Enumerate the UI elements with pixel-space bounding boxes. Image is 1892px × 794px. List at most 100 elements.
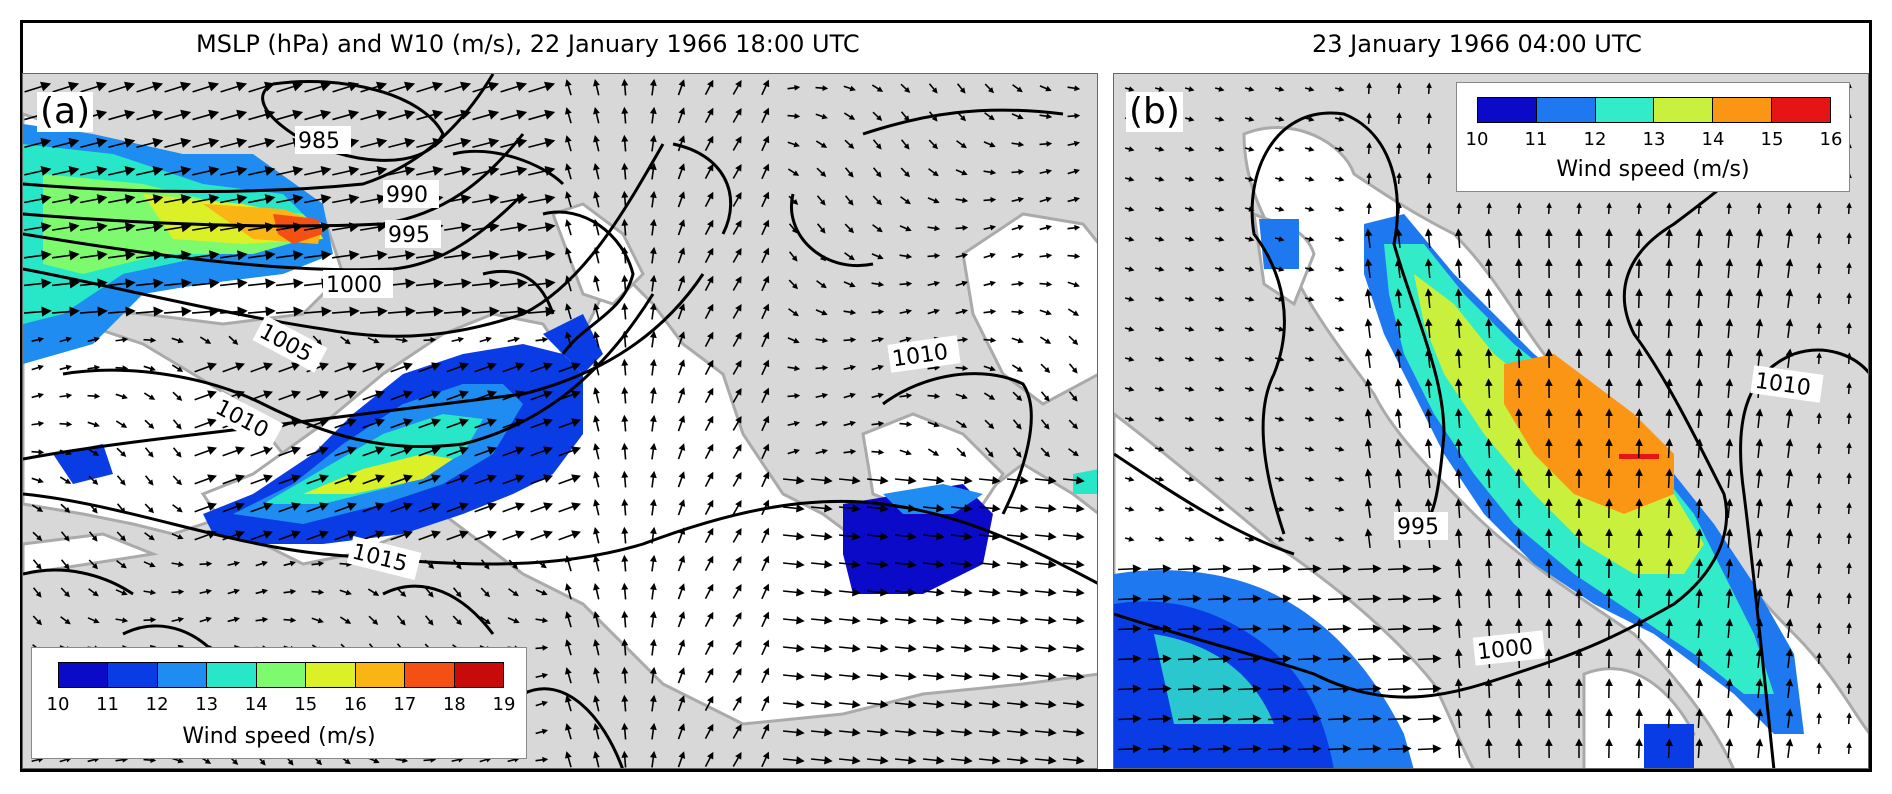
wind-arrowhead — [819, 199, 826, 206]
wind-arrowhead — [593, 386, 600, 395]
wind-arrowhead — [1665, 438, 1674, 447]
wind-arrowhead — [124, 222, 136, 233]
wind-arrowhead — [564, 611, 572, 619]
wind-arrowhead — [877, 253, 884, 260]
wind-arrowhead — [1132, 564, 1142, 574]
wind-arrowhead — [678, 331, 686, 339]
wind-arrowhead — [433, 278, 444, 289]
wind-arrowhead — [707, 527, 714, 536]
wind-arrowhead — [1515, 708, 1523, 717]
wind-arrowhead — [1402, 624, 1412, 634]
wind-arrowhead — [678, 387, 686, 395]
wind-arrowhead — [1282, 594, 1292, 604]
wind-arrowhead — [1665, 618, 1674, 627]
wind-arrowhead — [349, 306, 360, 317]
wind-arrowhead — [1484, 708, 1493, 717]
wind-arrowhead — [1755, 318, 1764, 327]
wind-arrowhead — [1188, 206, 1195, 212]
wind-arrowhead — [119, 507, 126, 514]
wind-arrowhead — [1515, 738, 1523, 747]
wind-arrowhead — [66, 421, 73, 427]
wind-arrowhead — [1695, 678, 1704, 687]
wind-arrowhead — [678, 499, 686, 507]
wind-arrowhead — [372, 590, 380, 596]
wind-arrowhead — [707, 387, 714, 396]
wind-arrowhead — [1338, 86, 1345, 92]
wind-arrowhead — [1785, 738, 1794, 747]
wind-arrowhead — [762, 583, 770, 592]
wind-arrowhead — [235, 362, 245, 371]
wind-arrowhead — [649, 302, 657, 311]
wind-arrowhead — [148, 394, 156, 400]
wind-arrowhead — [878, 449, 885, 456]
wind-arrowhead — [1424, 348, 1433, 357]
wind-arrowhead — [1278, 116, 1285, 122]
wind-arrowhead — [1132, 624, 1142, 634]
wind-arrowhead — [762, 667, 770, 676]
wind-arrowhead — [1396, 202, 1402, 209]
wind-arrowhead — [880, 532, 889, 541]
wind-arrowhead — [1846, 742, 1852, 749]
wind-arrowhead — [1755, 558, 1764, 567]
wind-arrowhead — [824, 616, 833, 625]
wind-arrowhead — [236, 109, 248, 120]
wind-arrowhead — [1846, 592, 1852, 599]
wind-arrowhead — [593, 134, 600, 143]
wind-arrowhead — [321, 306, 332, 317]
wind-arrowhead — [1338, 536, 1345, 542]
wind-arrowhead — [1695, 288, 1704, 297]
wind-arrows-a — [23, 78, 1085, 768]
wind-arrowhead — [1846, 502, 1852, 509]
wind-arrowhead — [1785, 708, 1794, 717]
wind-arrowhead — [1192, 564, 1202, 574]
wind-arrowhead — [621, 134, 629, 142]
wind-arrowhead — [707, 331, 714, 340]
wind-arrowhead — [348, 81, 360, 92]
wind-arrowhead — [1192, 744, 1202, 754]
wind-arrowhead — [237, 250, 248, 261]
wind-arrowhead — [961, 393, 968, 400]
wind-arrowhead — [289, 560, 297, 567]
wind-arrowhead — [794, 392, 801, 399]
wind-arrowhead — [404, 109, 416, 120]
wind-arrowhead — [208, 137, 220, 148]
wind-arrowhead — [1576, 202, 1582, 209]
wind-arrowhead — [1020, 728, 1029, 737]
wind-arrowhead — [735, 471, 742, 480]
wind-arrowhead — [431, 362, 441, 371]
wind-arrowhead — [762, 275, 770, 284]
wind-arrowhead — [1696, 202, 1702, 209]
wind-arrowhead — [1695, 408, 1704, 417]
wind-arrowhead — [593, 330, 600, 339]
wind-arrowhead — [1308, 86, 1315, 92]
wind-arrowhead — [852, 616, 861, 625]
wind-arrowhead — [263, 530, 273, 539]
wind-arrowhead — [543, 446, 553, 455]
wind-arrowhead — [1278, 536, 1285, 542]
wind-arrowhead — [68, 165, 80, 176]
wind-arrowhead — [908, 756, 917, 765]
colorbar-swatch — [355, 663, 406, 687]
contour-label: 985 — [298, 129, 340, 154]
wind-arrowhead — [1725, 288, 1734, 297]
wind-arrowhead — [1846, 622, 1852, 629]
wind-arrowhead — [124, 165, 136, 176]
wind-arrowhead — [1252, 714, 1262, 724]
wind-arrowhead — [964, 756, 973, 765]
wind-arrowhead — [455, 591, 462, 598]
wind-arrowhead — [427, 619, 434, 626]
wind-arrowhead — [791, 283, 799, 290]
wind-arrowhead — [1188, 176, 1195, 182]
wind-arrowhead — [735, 247, 742, 256]
wind-arrowhead — [1785, 528, 1794, 537]
wind-arrowhead — [678, 695, 686, 703]
wind-arrowhead — [1635, 498, 1643, 507]
wind-arrowhead — [1045, 196, 1052, 203]
wind-arrowhead — [762, 751, 770, 760]
wind-arrowhead — [762, 471, 770, 480]
wind-arrowhead — [1575, 258, 1583, 266]
wind-arrowhead — [1394, 438, 1403, 447]
wind-arrowhead — [513, 617, 520, 624]
wind-arrowhead — [564, 107, 572, 115]
